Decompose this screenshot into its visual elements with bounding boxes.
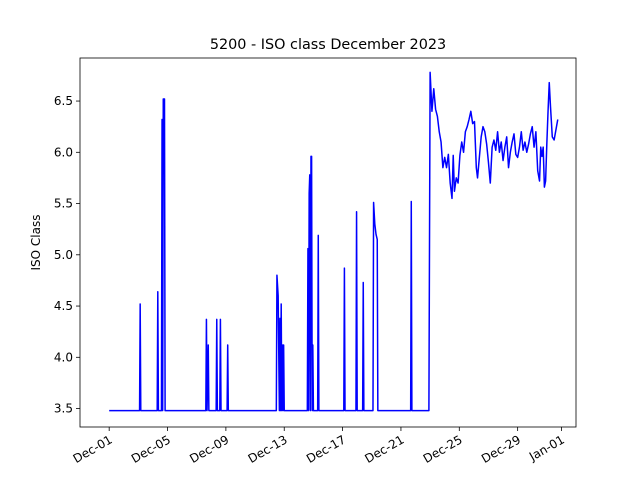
y-tick-label: 5.0 xyxy=(54,248,73,262)
y-axis-label: ISO Class xyxy=(29,215,43,271)
y-tick-label: 4.5 xyxy=(54,299,73,313)
plot-area-frame xyxy=(79,57,577,428)
y-tick-label: 3.5 xyxy=(54,402,73,416)
y-tick-label: 4.0 xyxy=(54,350,73,364)
series-line-0 xyxy=(109,71,559,412)
y-tick-label: 6.5 xyxy=(54,94,73,108)
y-axis-ticks: 3.5 4.0 4.5 5.0 5.5 6.0 6.5 xyxy=(54,94,80,416)
chart-title: 5200 - ISO class December 2023 xyxy=(210,37,446,53)
y-tick-label: 5.5 xyxy=(54,197,73,211)
y-tick-label: 6.0 xyxy=(54,145,73,159)
series-line-group xyxy=(109,71,559,412)
